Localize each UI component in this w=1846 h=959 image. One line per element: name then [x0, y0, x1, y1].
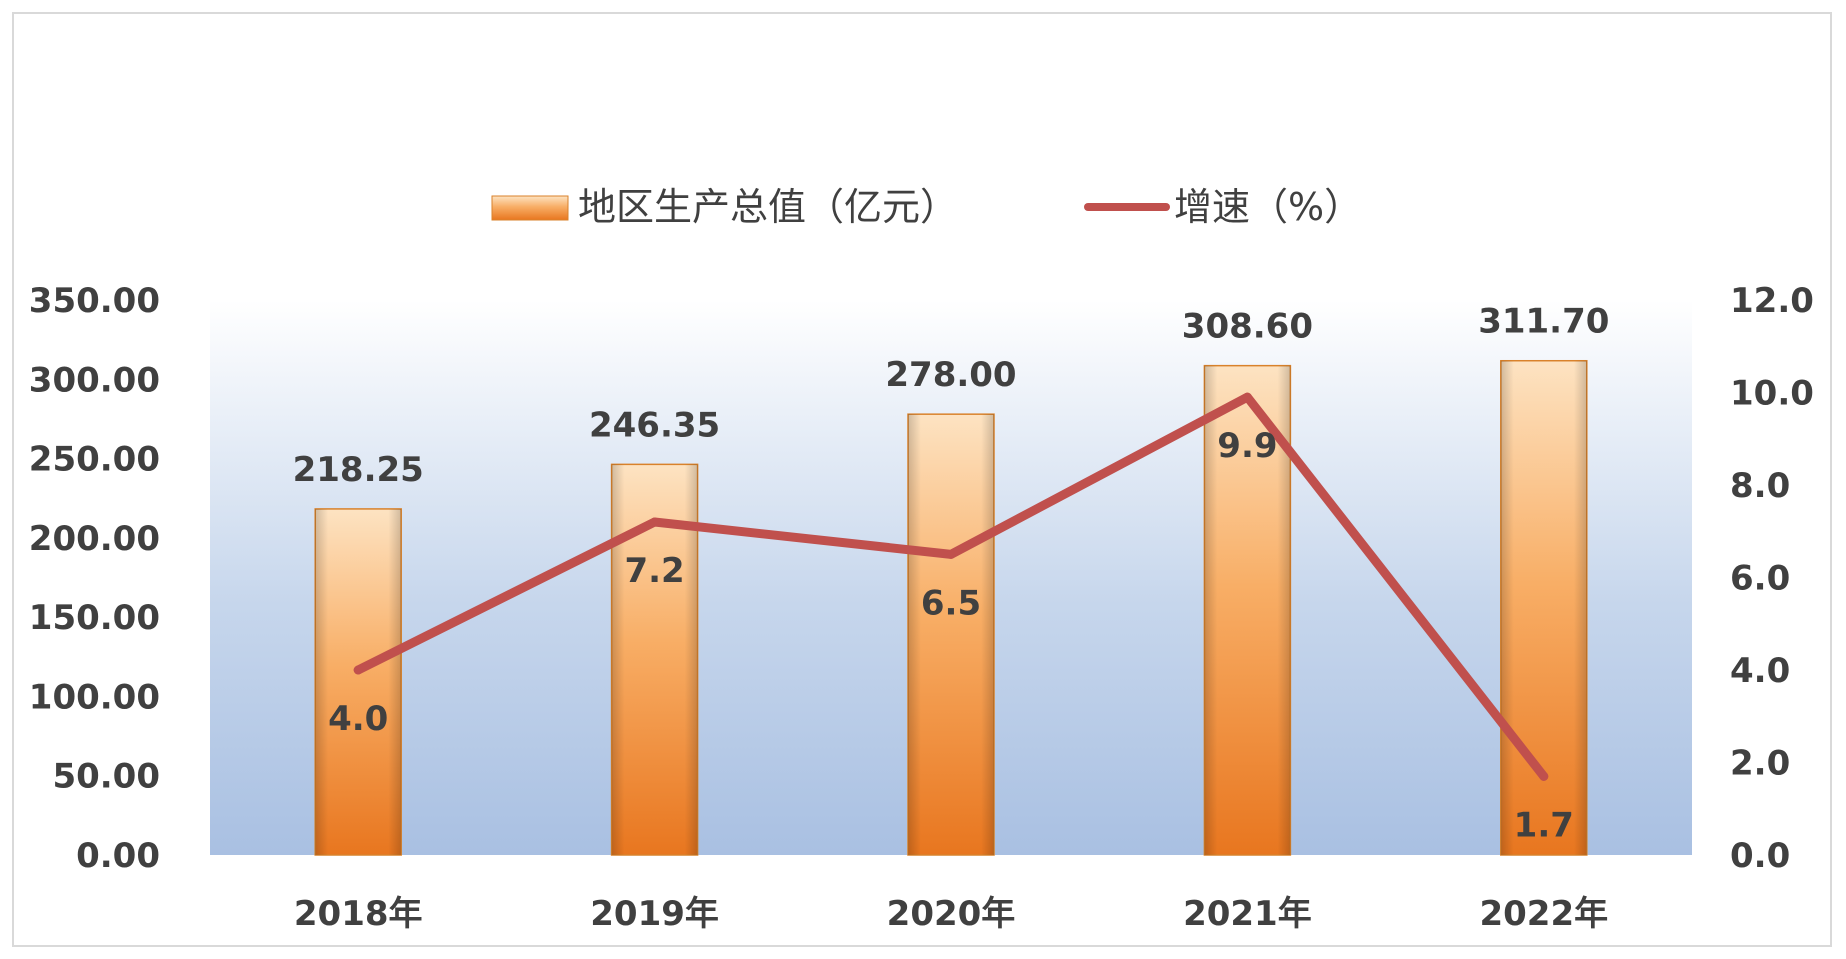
y-right-tick-label: 6.0 [1730, 559, 1790, 599]
y-right-tick-label: 2.0 [1730, 744, 1790, 784]
y-left-tick-label: 150.00 [29, 598, 160, 638]
legend-label-gdp: 地区生产总值（亿元） [578, 185, 958, 229]
line-labels: 4.0 7.2 6.5 9.9 1.7 [328, 426, 1574, 845]
line-point [946, 549, 956, 559]
y-right-tick-label: 4.0 [1730, 651, 1790, 691]
bar-value-label: 278.00 [885, 355, 1016, 395]
x-tick-label: 2019年 [590, 894, 719, 934]
line-value-label: 1.7 [1514, 805, 1574, 845]
x-axis: 2018年 2019年 2020年 2021年 2022年 [294, 894, 1608, 934]
bar-shade [908, 414, 994, 855]
line-series [353, 392, 1549, 781]
line-point [353, 665, 363, 675]
line-value-label: 7.2 [624, 551, 684, 591]
y-axis-right: 0.0 2.0 4.0 6.0 8.0 10.0 12.0 [1730, 281, 1814, 876]
line-point [650, 517, 660, 527]
y-right-tick-label: 0.0 [1730, 836, 1790, 876]
legend: 地区生产总值（亿元） 增速（%） [491, 185, 1362, 229]
bar-shade [1204, 365, 1291, 855]
line-value-label: 6.5 [921, 583, 981, 623]
legend-swatch-gdp [491, 195, 569, 221]
y-axis-left: 0.00 50.00 100.00 150.00 200.00 250.00 300.00 3… [29, 281, 160, 876]
bar-value-label: 246.35 [589, 405, 720, 445]
y-left-tick-label: 250.00 [29, 440, 160, 480]
line-point [1242, 392, 1252, 402]
y-right-tick-label: 8.0 [1730, 466, 1790, 506]
bar-series [314, 359, 1588, 856]
line-value-label: 4.0 [328, 699, 388, 739]
y-left-tick-label: 50.00 [52, 757, 160, 797]
y-right-tick-label: 12.0 [1730, 281, 1814, 321]
x-tick-label: 2018年 [294, 894, 423, 934]
y-right-tick-label: 10.0 [1730, 374, 1814, 414]
y-left-tick-label: 100.00 [29, 677, 160, 717]
bar-value-label: 308.60 [1182, 307, 1313, 347]
line-value-label: 9.9 [1217, 426, 1277, 466]
x-tick-label: 2021年 [1183, 894, 1312, 934]
y-left-tick-label: 200.00 [29, 519, 160, 559]
y-left-tick-label: 300.00 [29, 360, 160, 400]
legend-label-growth: 增速（%） [1174, 185, 1362, 229]
bar-value-label: 311.70 [1478, 302, 1609, 342]
bar-value-label: 218.25 [293, 450, 424, 490]
bar-labels: 218.25 246.35 278.00 308.60 311.70 [293, 302, 1610, 490]
bar-shade [315, 508, 402, 855]
x-tick-label: 2022年 [1479, 894, 1608, 934]
line-point [1539, 771, 1549, 781]
y-left-tick-label: 350.00 [29, 281, 160, 321]
y-left-tick-label: 0.00 [76, 836, 160, 876]
x-tick-label: 2020年 [887, 894, 1016, 934]
